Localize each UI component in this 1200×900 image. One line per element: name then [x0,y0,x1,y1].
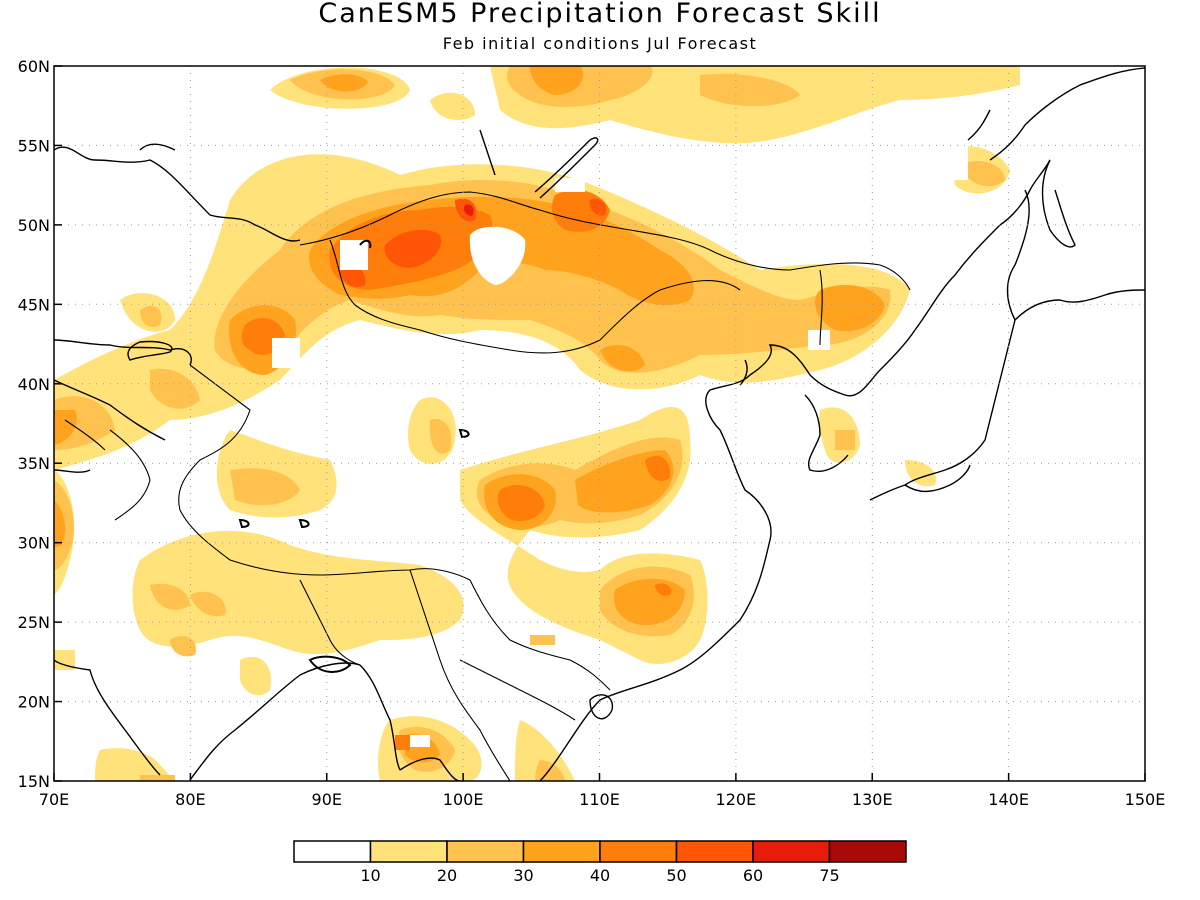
skill-shading [54,66,1145,781]
colorbar: 10 20 30 40 50 60 75 [293,840,907,885]
lon-tick-label: 140E [988,790,1029,809]
colorbar-swatch [752,840,831,863]
colorbar-label: 75 [819,866,839,885]
colorbar-label: 40 [590,866,610,885]
map-subtitle: Feb initial conditions Jul Forecast [442,34,758,53]
lat-tick-label: 60N [18,57,50,76]
lon-tick-label: 130E [852,790,893,809]
colorbar-label: 50 [666,866,686,885]
latitude-axis: 15N 20N 25N 30N 35N 40N 45N 50N 55N 60N [18,57,62,791]
colorbar-swatch [828,840,907,863]
lat-tick-label: 25N [18,613,50,632]
lon-tick-label: 100E [443,790,484,809]
lon-tick-label: 70E [39,790,69,809]
skill-level-10 [54,66,1020,781]
colorbar-label: 10 [360,866,380,885]
skill-level-60 [463,204,474,216]
lon-tick-label: 120E [716,790,757,809]
colorbar-label: 20 [437,866,457,885]
colorbar-swatch [522,840,601,863]
lat-tick-label: 35N [18,454,50,473]
colorbar-swatch [599,840,678,863]
lat-tick-label: 15N [18,772,50,791]
lat-tick-label: 40N [18,375,50,394]
colorbar-label: 60 [743,866,763,885]
lon-tick-label: 110E [579,790,620,809]
skill-level-50 [340,198,607,287]
colorbar-swatch [675,840,754,863]
missing-data-boxes [272,130,968,747]
lat-tick-label: 55N [18,136,50,155]
lat-tick-label: 30N [18,534,50,553]
colorbar-swatch [293,840,372,863]
lon-tick-label: 90E [312,790,342,809]
colorbar-label: 30 [513,866,533,885]
colorbar-swatch [446,840,525,863]
lat-tick-label: 45N [18,295,50,314]
map-title: CanESM5 Precipitation Forecast Skill [318,0,882,29]
lat-tick-label: 50N [18,216,50,235]
coastlines [54,67,1145,781]
country-borders [64,191,911,781]
lat-tick-label: 20N [18,693,50,712]
lon-tick-label: 80E [175,790,205,809]
lon-tick-label: 150E [1125,790,1166,809]
lakes [238,239,470,673]
longitude-axis: 70E 80E 90E 100E 110E 120E 130E 140E 150E [39,773,1166,809]
gridlines [54,66,1145,781]
colorbar-swatch [369,840,448,863]
